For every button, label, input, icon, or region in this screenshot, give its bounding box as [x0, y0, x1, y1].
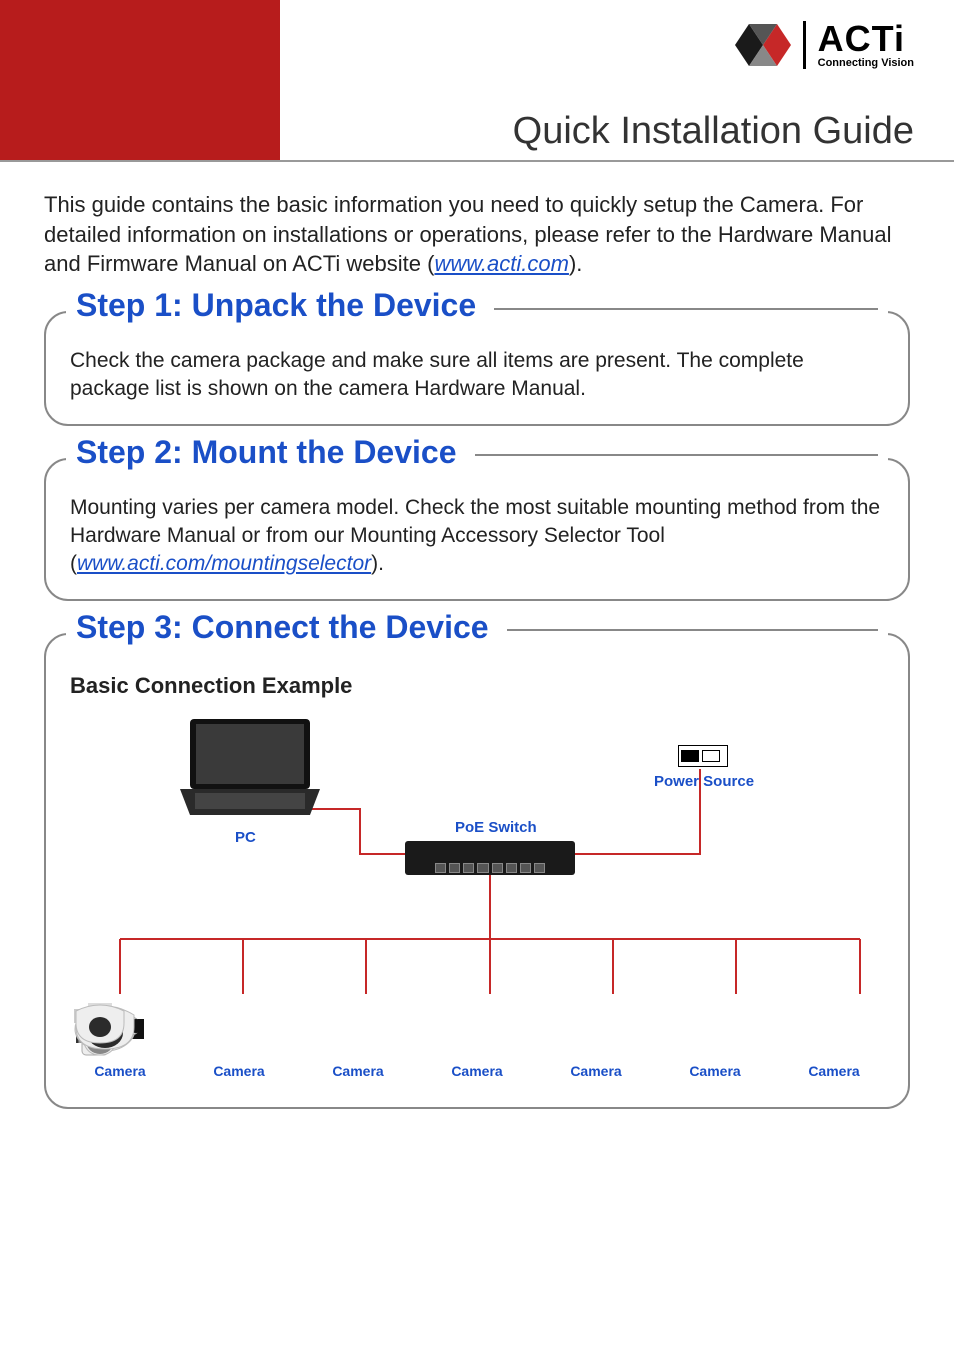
- camera-dome-small: Camera: [784, 1003, 884, 1079]
- camera-label: Camera: [213, 1063, 264, 1079]
- brand-name: ACTi: [818, 21, 914, 57]
- step-3-subheading: Basic Connection Example: [70, 673, 884, 699]
- power-label: Power Source: [654, 773, 754, 790]
- step-1-body: Check the camera package and make sure a…: [70, 347, 884, 404]
- camera-ptz: Camera: [427, 1003, 527, 1079]
- camera-label: Camera: [808, 1063, 859, 1079]
- step-2-title: Step 2: Mount the Device: [76, 434, 475, 471]
- title-line: [475, 454, 879, 456]
- step-3-title: Step 3: Connect the Device: [76, 609, 507, 646]
- step-3-box: Step 3: Connect the Device Basic Connect…: [44, 633, 910, 1109]
- intro-paragraph: This guide contains the basic informatio…: [44, 190, 910, 279]
- power-source-icon: [678, 745, 728, 767]
- intro-link[interactable]: www.acti.com: [434, 251, 568, 276]
- step-2-box: Step 2: Mount the Device Mounting varies…: [44, 458, 910, 601]
- pc-icon: [180, 719, 320, 819]
- camera-bullet: Camera: [546, 1003, 646, 1079]
- camera-label: Camera: [94, 1063, 145, 1079]
- camera-row: Camera Camera: [70, 1003, 884, 1079]
- step-1-title: Step 1: Unpack the Device: [76, 287, 494, 324]
- intro-text-after: ).: [569, 251, 582, 276]
- step-2-link[interactable]: www.acti.com/mountingselector: [77, 552, 371, 575]
- step-1-box: Step 1: Unpack the Device Check the came…: [44, 311, 910, 426]
- title-line: [494, 308, 878, 310]
- camera-fisheye: Camera: [308, 1003, 408, 1079]
- connection-diagram: PC PoE Switch Power Source: [70, 709, 884, 1079]
- camera-dome-large: Camera: [665, 1003, 765, 1079]
- step-2-body: Mounting varies per camera model. Check …: [70, 494, 884, 579]
- brand-tagline: Connecting Vision: [818, 57, 914, 69]
- camera-box: Camera: [189, 1003, 289, 1079]
- camera-label: Camera: [689, 1063, 740, 1079]
- header-divider: [0, 160, 954, 162]
- switch-label: PoE Switch: [455, 819, 537, 836]
- step-2-text-2: ).: [371, 552, 384, 575]
- content-area: This guide contains the basic informatio…: [44, 190, 910, 1129]
- camera-label: Camera: [451, 1063, 502, 1079]
- page-title: Quick Installation Guide: [513, 110, 914, 153]
- brand-logo: ACTi Connecting Vision: [735, 20, 914, 70]
- pc-label: PC: [235, 829, 256, 846]
- header-red-block: [0, 0, 280, 160]
- camera-label: Camera: [332, 1063, 383, 1079]
- poe-switch-icon: [405, 841, 575, 875]
- title-line: [507, 629, 878, 631]
- logo-icon: [735, 20, 791, 70]
- camera-label: Camera: [570, 1063, 621, 1079]
